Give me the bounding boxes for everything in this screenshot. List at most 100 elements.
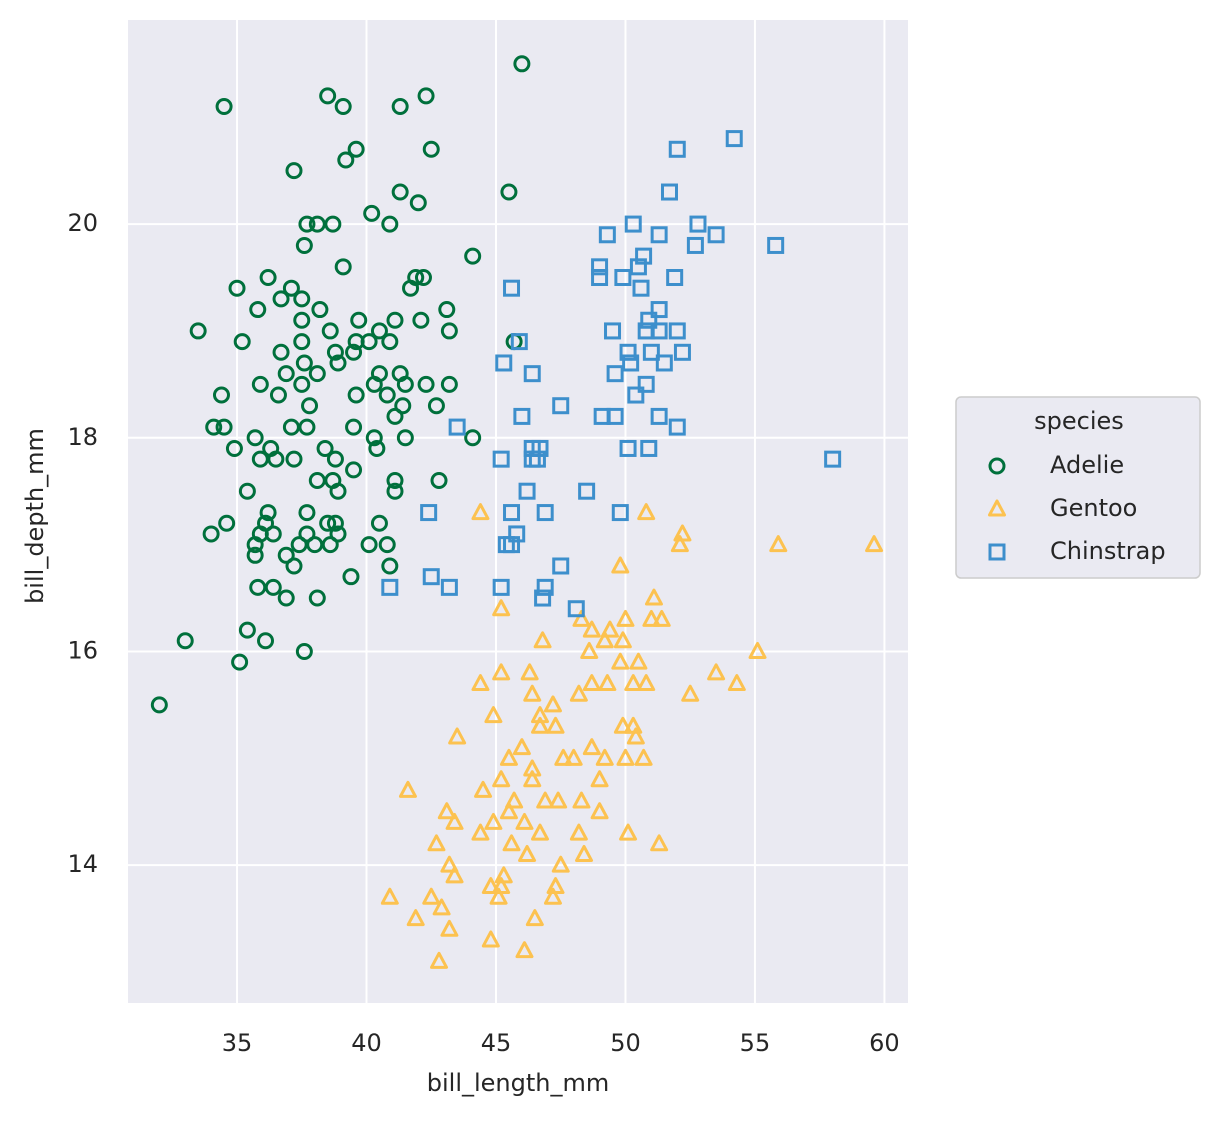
point xyxy=(228,279,246,297)
point xyxy=(368,439,386,457)
point xyxy=(326,450,344,468)
point xyxy=(321,536,339,554)
point xyxy=(386,472,404,490)
point xyxy=(380,887,399,905)
point xyxy=(471,823,490,841)
legend-label: Gentoo xyxy=(1050,494,1137,522)
point xyxy=(386,407,404,425)
point xyxy=(409,194,427,212)
point xyxy=(508,525,526,543)
point xyxy=(564,748,583,766)
point xyxy=(233,333,251,351)
point xyxy=(707,663,726,681)
x-tick-label: 50 xyxy=(610,1029,641,1057)
point xyxy=(632,279,650,297)
y-tick-label: 20 xyxy=(67,209,98,237)
point xyxy=(464,429,482,447)
point xyxy=(650,226,668,244)
x-tick-label: 55 xyxy=(740,1029,771,1057)
point xyxy=(582,738,601,756)
point xyxy=(301,397,319,415)
point xyxy=(619,343,637,361)
point xyxy=(212,386,230,404)
point xyxy=(249,578,267,596)
point xyxy=(218,514,236,532)
point xyxy=(360,536,378,554)
point xyxy=(293,290,311,308)
point xyxy=(414,269,432,287)
point xyxy=(440,855,459,873)
point xyxy=(381,215,399,233)
point xyxy=(484,812,503,830)
point xyxy=(492,663,511,681)
point xyxy=(606,407,624,425)
point xyxy=(438,301,456,319)
point xyxy=(215,418,233,436)
point xyxy=(543,887,562,905)
point xyxy=(381,333,399,351)
point xyxy=(246,429,264,447)
point xyxy=(655,354,673,372)
point xyxy=(176,632,194,650)
point xyxy=(536,791,555,809)
point xyxy=(202,525,220,543)
point xyxy=(650,322,668,340)
point xyxy=(489,887,508,905)
point xyxy=(417,87,435,105)
point xyxy=(308,589,326,607)
point xyxy=(251,375,269,393)
point xyxy=(707,226,725,244)
point xyxy=(554,748,573,766)
point xyxy=(334,258,352,276)
point xyxy=(378,386,396,404)
point xyxy=(650,407,668,425)
point xyxy=(308,472,326,490)
point xyxy=(518,482,536,500)
point xyxy=(627,386,645,404)
point xyxy=(510,333,528,351)
legend: species Adelie Gentoo Chinstrap xyxy=(955,396,1201,579)
point xyxy=(386,482,404,500)
point xyxy=(616,609,635,627)
point xyxy=(285,450,303,468)
point xyxy=(295,642,313,660)
point xyxy=(595,748,614,766)
point xyxy=(238,482,256,500)
point xyxy=(531,706,550,724)
point xyxy=(492,599,511,617)
point xyxy=(748,641,767,659)
point xyxy=(546,716,565,734)
point xyxy=(329,525,347,543)
point xyxy=(298,504,316,522)
point xyxy=(422,568,440,586)
point xyxy=(406,909,425,927)
point xyxy=(471,674,490,692)
point xyxy=(464,247,482,265)
point xyxy=(345,343,363,361)
point xyxy=(334,98,352,116)
point xyxy=(432,898,451,916)
point xyxy=(360,333,378,351)
point xyxy=(689,215,707,233)
point xyxy=(590,802,609,820)
point xyxy=(264,578,282,596)
point xyxy=(246,536,264,554)
point xyxy=(448,418,466,436)
y-tick-label: 16 xyxy=(67,636,98,664)
point xyxy=(652,609,671,627)
point xyxy=(660,183,678,201)
point xyxy=(259,504,277,522)
x-axis-label: bill_length_mm xyxy=(427,1069,610,1097)
point xyxy=(523,365,541,383)
point xyxy=(619,823,638,841)
point xyxy=(629,652,648,670)
y-tick-label: 18 xyxy=(67,423,98,451)
point xyxy=(637,674,656,692)
point xyxy=(536,578,554,596)
point xyxy=(225,439,243,457)
point xyxy=(295,354,313,372)
point xyxy=(427,397,445,415)
point xyxy=(215,98,233,116)
point xyxy=(321,322,339,340)
point xyxy=(492,578,510,596)
